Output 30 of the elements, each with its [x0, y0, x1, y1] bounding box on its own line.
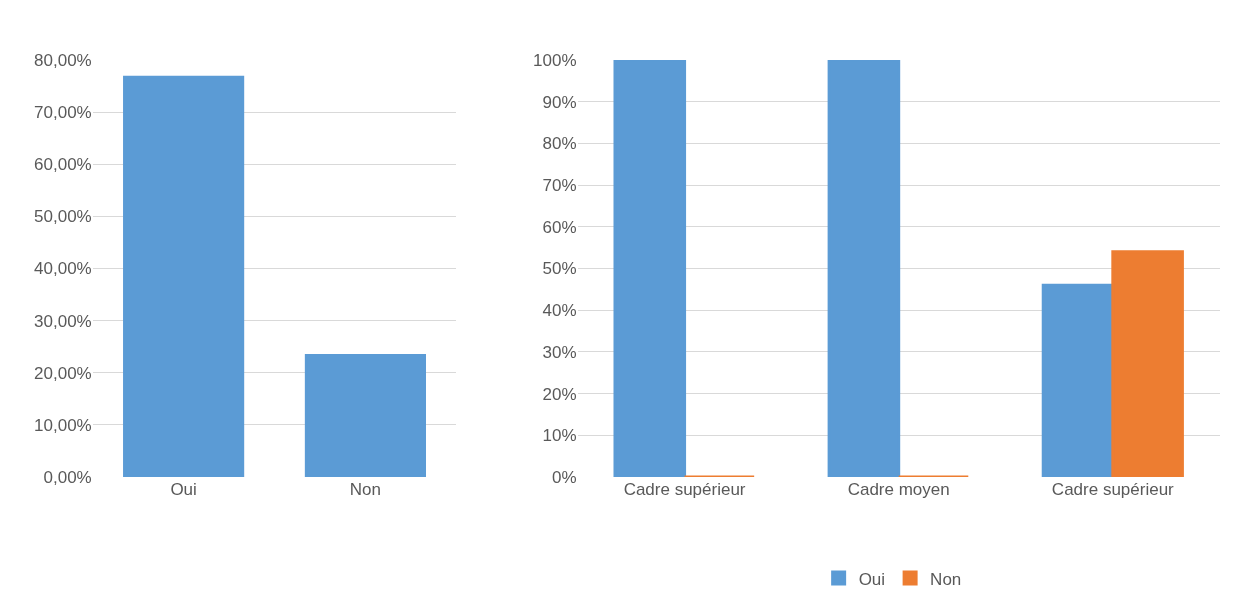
y-tick-label: 80,00% — [34, 50, 92, 70]
y-tick-label: 100% — [533, 50, 577, 70]
y-tick-label: 30% — [542, 342, 577, 362]
y-tick-label: 0,00% — [43, 467, 92, 487]
y-tick-label: 10,00% — [34, 415, 92, 435]
y-tick-label: 40% — [542, 301, 577, 321]
x-tick-label: Cadre moyen — [847, 480, 950, 499]
y-tick-label: 10% — [542, 426, 577, 446]
y-tick-label: 70,00% — [34, 103, 92, 123]
legend-label: Non — [930, 569, 962, 589]
x-tick-label: Non — [349, 480, 382, 499]
y-tick-label: 30,00% — [34, 311, 92, 331]
y-tick-label: 90% — [542, 92, 577, 112]
y-tick-label: 20% — [542, 384, 577, 404]
x-tick-label: Oui — [170, 480, 197, 499]
y-tick-label: 20,00% — [34, 363, 92, 383]
bar — [1111, 250, 1184, 477]
y-tick-label: 60% — [542, 217, 577, 237]
y-tick-label: 60,00% — [34, 155, 92, 175]
y-tick-label: 80% — [542, 134, 577, 154]
bar — [827, 60, 901, 477]
x-tick-label: Cadre supérieur — [1051, 480, 1175, 499]
bar — [613, 60, 687, 477]
y-tick-label: 40,00% — [34, 259, 92, 279]
y-tick-label: 0% — [551, 467, 577, 487]
x-tick-label: Cadre supérieur — [623, 480, 746, 499]
y-tick-label: 70% — [542, 176, 577, 196]
legend-label: Oui — [858, 569, 886, 589]
y-tick-label: 50% — [542, 259, 577, 279]
y-tick-label: 50,00% — [34, 207, 92, 227]
